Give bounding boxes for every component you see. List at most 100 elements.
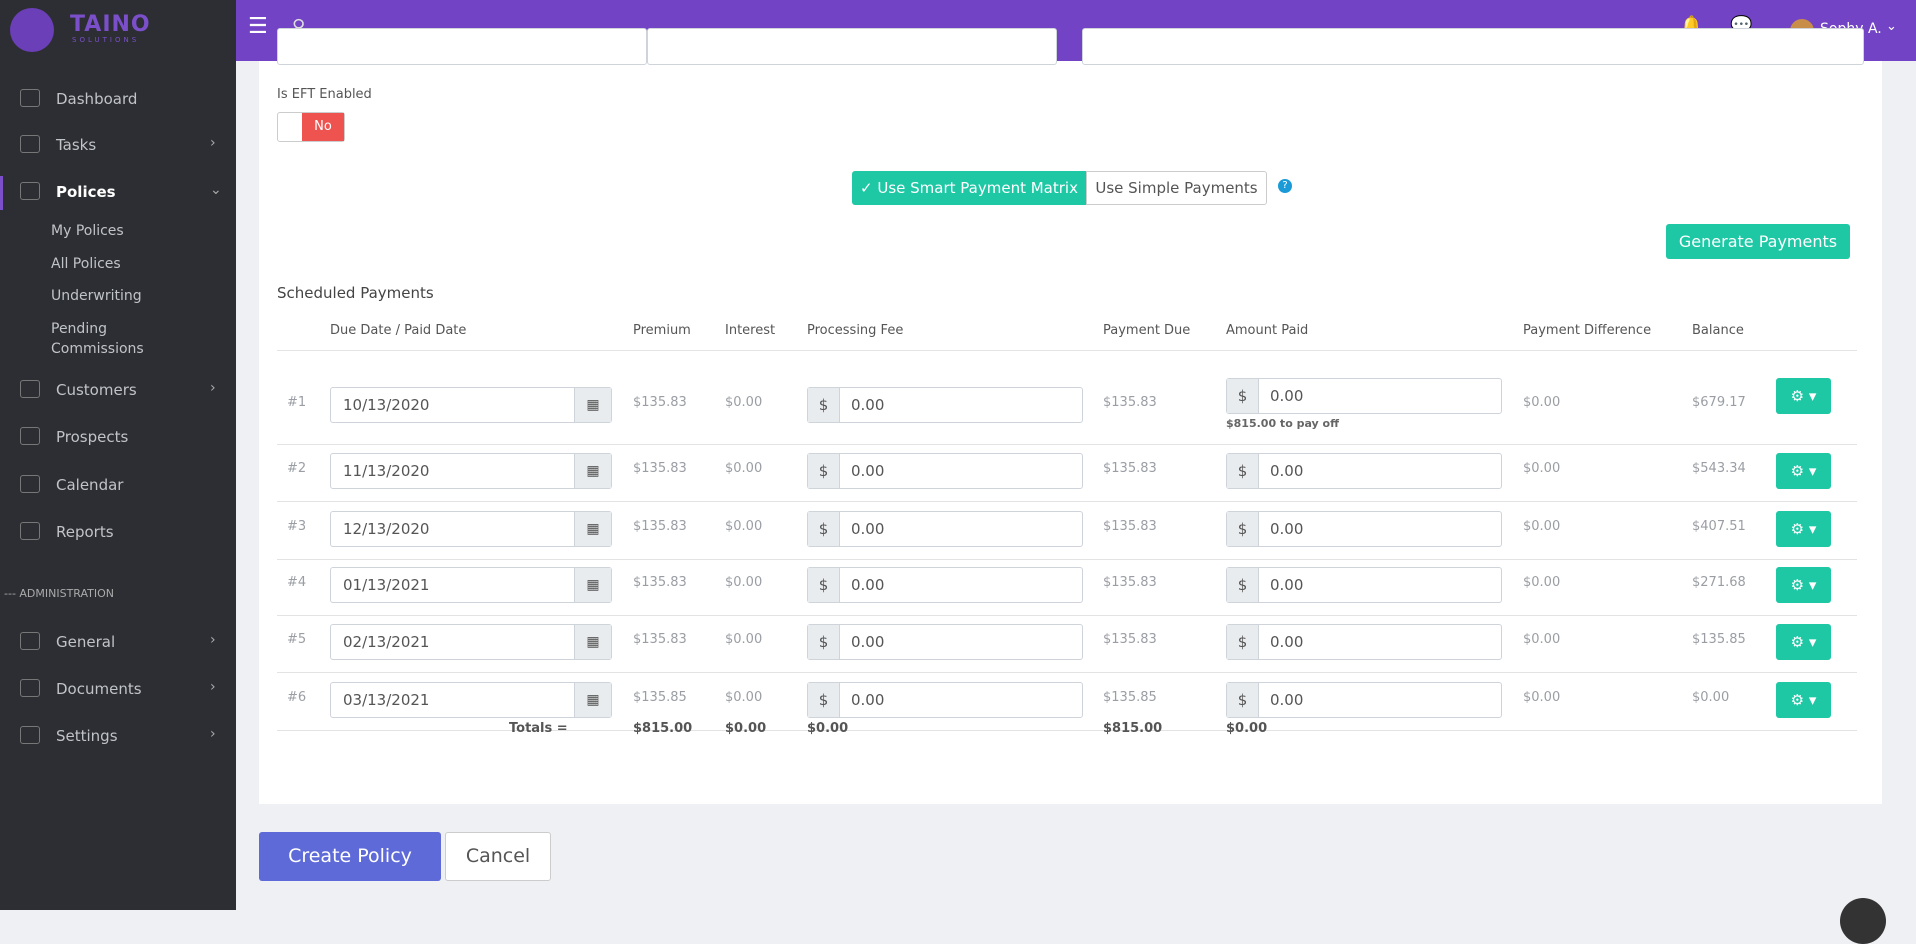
menu-icon [20,380,40,398]
column-header: Amount Paid [1226,323,1309,338]
menu: Dashboard Tasks › Polices ⌄ My Polices All Pol… [0,0,236,910]
row-rule [277,615,1857,616]
smart-mode-button[interactable]: ✓ Use Smart Payment Matrix [852,171,1086,205]
menu-item[interactable]: Calendar [56,476,124,494]
menu-item[interactable]: Settings [56,727,118,745]
menu-icon [20,522,40,540]
calendar-button[interactable]: ▦ [574,625,611,659]
row-rule [277,672,1857,673]
row-actions[interactable]: ⚙ ▾ [1776,682,1831,718]
row-actions[interactable]: ⚙ ▾ [1776,567,1831,603]
row-actions[interactable]: ⚙ ▾ [1776,378,1831,414]
menu-item[interactable]: Documents [56,680,142,698]
row-actions[interactable]: ⚙ ▾ [1776,453,1831,489]
date-value: 01/13/2021 [343,576,430,594]
menu-item[interactable]: Dashboard [56,90,138,108]
menu-icon [20,632,40,650]
payment-due: $135.83 [1103,632,1157,647]
fee-value: 0.00 [851,691,885,709]
menu-item[interactable]: Reports [56,523,114,541]
payment-due: $135.83 [1103,575,1157,590]
menu-arrow: › [210,135,216,151]
payoff-note: $815.00 to pay off [1226,417,1340,430]
paid-input[interactable]: $0.00 [1226,624,1502,660]
menu-item[interactable]: Customers [56,381,137,399]
calendar-button[interactable]: ▦ [574,683,611,717]
balance: $407.51 [1692,519,1746,534]
column-header: Payment Due [1103,323,1191,338]
help-icon[interactable]: ? [1278,179,1292,193]
menu-item[interactable]: Prospects [56,428,129,446]
fee-input[interactable]: $0.00 [807,453,1083,489]
paid-input[interactable]: $0.00 [1226,682,1502,718]
paid-input[interactable]: $0.00 [1226,453,1502,489]
date-input[interactable]: 11/13/2020 ▦ [330,453,612,489]
payment-due: $135.83 [1103,395,1157,410]
brand-sub: SOLUTIONS [72,36,140,44]
paid-input[interactable]: $0.00 [1226,567,1502,603]
paid-value: 0.00 [1270,633,1304,651]
menu-item[interactable]: General [56,633,116,651]
field[interactable] [1082,28,1864,65]
create-button[interactable]: Create Policy [259,832,441,881]
row-number: #6 [287,690,307,705]
menu-item[interactable]: My Polices [51,223,124,239]
date-input[interactable]: 12/13/2020 ▦ [330,511,612,547]
date-input[interactable]: 10/13/2020 ▦ [330,387,612,423]
date-input[interactable]: 03/13/2021 ▦ [330,682,612,718]
total-fee: $0.00 [807,721,849,736]
eft-toggle[interactable]: No [277,112,345,142]
menu-item[interactable]: All Polices [51,256,121,272]
menu-item[interactable]: Tasks [56,136,97,154]
fee-value: 0.00 [851,396,885,414]
menu-toggle[interactable]: ☰ [248,14,268,39]
chat-widget[interactable] [1840,898,1886,944]
total-premium: $815.00 [633,721,693,736]
menu-arrow: › [210,726,216,742]
fee-input[interactable]: $0.00 [807,387,1083,423]
menu-icon [20,475,40,493]
user-caret[interactable]: ⌄ [1886,19,1897,34]
date-input[interactable]: 02/13/2021 ▦ [330,624,612,660]
payment-difference: $0.00 [1523,632,1561,647]
date-input[interactable]: 01/13/2021 ▦ [330,567,612,603]
fee-value: 0.00 [851,576,885,594]
simple-mode-button[interactable]: Use Simple Payments [1086,171,1267,205]
sidebar: TAINO SOLUTIONS Dashboard Tasks › Polices ⌄ M… [0,0,236,910]
row-actions[interactable]: ⚙ ▾ [1776,624,1831,660]
menu-item[interactable]: Pending Commissions [51,321,144,357]
row-number: #4 [287,575,307,590]
fee-input[interactable]: $0.00 [807,567,1083,603]
row-rule [277,501,1857,502]
total-due: $815.00 [1103,721,1163,736]
fee-input[interactable]: $0.00 [807,511,1083,547]
currency: $ [1227,625,1259,659]
row-rule [277,730,1857,731]
fee-input[interactable]: $0.00 [807,624,1083,660]
calendar-button[interactable]: ▦ [574,568,611,602]
row-actions[interactable]: ⚙ ▾ [1776,511,1831,547]
interest: $0.00 [725,632,763,647]
date-value: 10/13/2020 [343,396,430,414]
logo-icon [10,8,54,52]
calendar-button[interactable]: ▦ [574,512,611,546]
cancel-button[interactable]: Cancel [445,832,551,881]
payment-due: $135.83 [1103,519,1157,534]
field[interactable] [277,28,647,65]
currency: $ [1227,454,1259,488]
field[interactable] [647,28,1057,65]
paid-input[interactable]: $0.00 [1226,511,1502,547]
menu-item[interactable]: Underwriting [51,288,142,304]
menu-item[interactable]: Polices [56,183,116,201]
generate-button[interactable]: Generate Payments [1666,224,1850,259]
menu-icon [20,427,40,445]
fee-input[interactable]: $0.00 [807,682,1083,718]
calendar-button[interactable]: ▦ [574,388,611,422]
active-indicator [0,176,3,210]
interest: $0.00 [725,461,763,476]
menu-icon [20,89,40,107]
paid-input[interactable]: $0.00 [1226,378,1502,414]
calendar-button[interactable]: ▦ [574,454,611,488]
eft-label: Is EFT Enabled [277,87,372,102]
row-number: #5 [287,632,307,647]
